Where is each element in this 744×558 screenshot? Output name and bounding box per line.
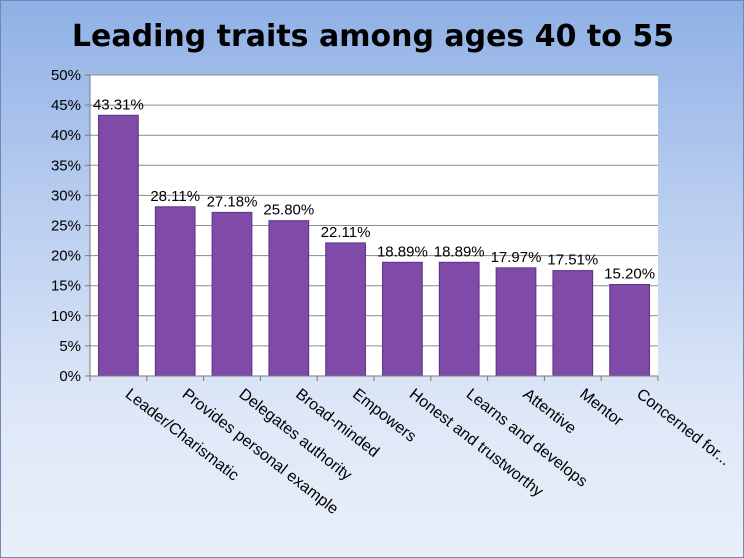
y-tick-label-0: 0% — [59, 368, 81, 385]
y-tick-label-6: 30% — [51, 187, 81, 204]
data-label-7: 17.97% — [491, 249, 542, 266]
bar-4 — [325, 242, 366, 377]
y-tick-label-1: 5% — [59, 338, 81, 355]
data-label-3: 25.80% — [263, 202, 314, 219]
y-tick-label-4: 20% — [51, 248, 81, 265]
category-label-9: Concerned for... — [633, 386, 733, 469]
bar-7 — [495, 267, 537, 377]
bar-2 — [211, 211, 253, 377]
data-label-8: 17.51% — [547, 252, 598, 269]
category-label-8: Mentor — [576, 386, 626, 430]
y-tick-label-9: 45% — [51, 97, 81, 114]
bar-8 — [552, 270, 594, 377]
bar-9 — [609, 283, 650, 377]
bar-0 — [98, 114, 139, 377]
axes — [85, 74, 659, 381]
y-tick-label-2: 10% — [51, 308, 81, 325]
bars — [98, 114, 650, 377]
chart-title: Leading traits among ages 40 to 55 — [71, 19, 675, 54]
data-label-0: 43.31% — [93, 96, 144, 113]
data-label-5: 18.89% — [377, 243, 428, 260]
bar-5 — [382, 261, 423, 377]
data-label-9: 15.20% — [604, 265, 655, 282]
bar-6 — [438, 261, 480, 377]
y-tick-label-3: 15% — [51, 278, 81, 295]
data-label-6: 18.89% — [434, 243, 485, 260]
y-tick-label-8: 40% — [51, 127, 81, 144]
data-label-2: 27.18% — [207, 193, 258, 210]
data-label-1: 28.11% — [150, 188, 200, 205]
y-tick-label-7: 35% — [51, 157, 81, 174]
data-label-4: 22.11% — [321, 224, 371, 241]
y-tick-label-5: 25% — [51, 218, 81, 235]
bar-1 — [154, 206, 196, 377]
y-tick-label-10: 50% — [51, 67, 81, 84]
bar-3 — [268, 220, 310, 377]
